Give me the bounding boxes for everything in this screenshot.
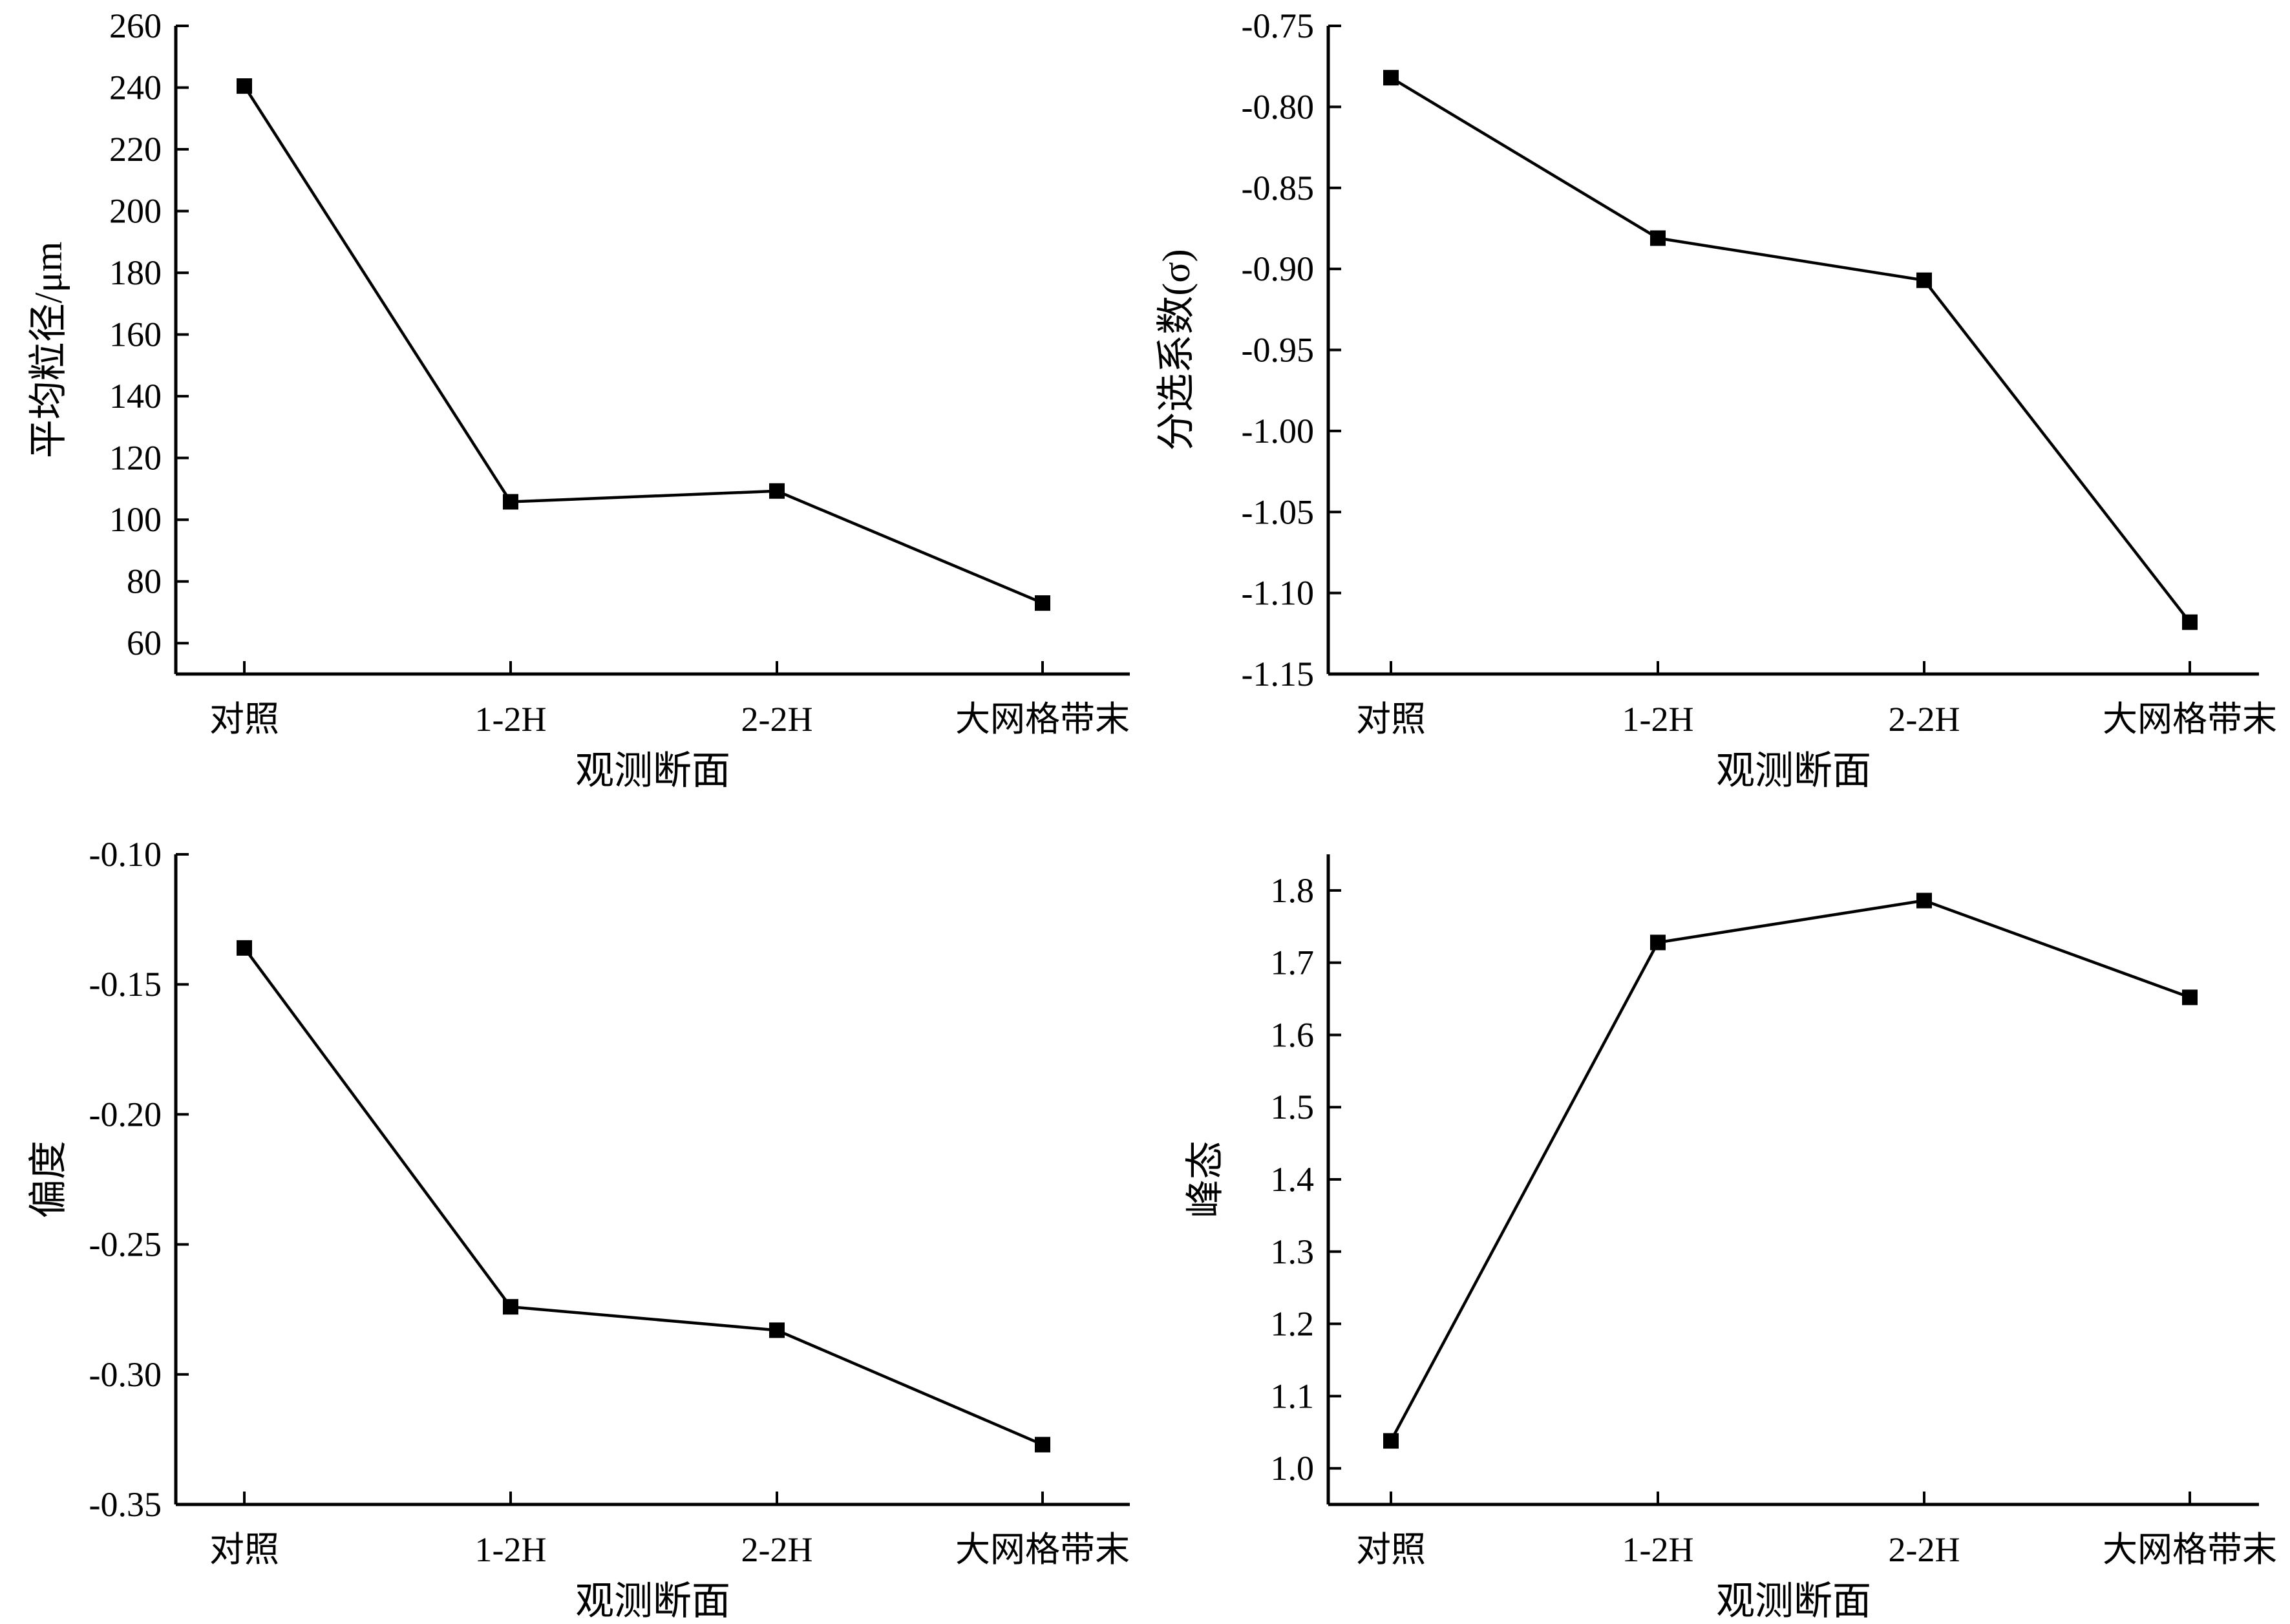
y-tick-label: -0.20 xyxy=(89,1095,162,1134)
x-tick-label: 对照 xyxy=(209,1530,279,1569)
x-tick-label: 2-2H xyxy=(1889,700,1960,739)
y-tick-label: 140 xyxy=(109,377,162,416)
y-tick-label: 160 xyxy=(109,315,162,354)
series-line xyxy=(243,947,1043,1446)
y-tick-label: 100 xyxy=(109,500,162,539)
y-tick-label: -0.85 xyxy=(1242,169,1314,207)
data-point-marker xyxy=(2182,614,2198,630)
y-tick-label: 260 xyxy=(109,6,162,45)
y-tick-label: 1.4 xyxy=(1271,1160,1315,1199)
series-line xyxy=(243,85,1043,605)
data-point-marker xyxy=(769,483,785,499)
y-tick-label: -1.00 xyxy=(1242,412,1314,450)
y-tick-label: 1.2 xyxy=(1271,1305,1315,1344)
data-point-marker xyxy=(1916,892,1932,909)
y-tick-label: 1.7 xyxy=(1271,944,1315,982)
x-axis-title: 观测断面 xyxy=(575,1580,730,1623)
x-tick-label: 2-2H xyxy=(1889,1530,1960,1569)
x-tick-label: 大网格带末 xyxy=(955,1530,1130,1569)
x-tick-label: 大网格带末 xyxy=(2103,1530,2277,1569)
chart-panel-sorting-coefficient: -1.15 -1.10 -1.05 -1.00 -0.95 -0.90 -0.85 -0.80… xyxy=(1155,6,2277,792)
chart-panel-skewness: -0.35 -0.30 -0.25 -0.20 -0.15 -0.10 对照 1-2H 2-2H… xyxy=(27,835,1130,1623)
y-tick-label: 1.5 xyxy=(1271,1088,1315,1126)
y-tick-label: 200 xyxy=(109,192,162,231)
y-axis-title: 偏度 xyxy=(27,1141,70,1218)
x-axis-title: 观测断面 xyxy=(575,750,730,792)
x-tick-label: 1-2H xyxy=(475,700,547,739)
y-tick-label: -0.95 xyxy=(1242,331,1314,370)
y-tick-label: 1.3 xyxy=(1271,1232,1315,1271)
y-tick-label: 1.6 xyxy=(1271,1015,1315,1054)
y-tick-label: 60 xyxy=(127,624,162,662)
x-tick-label: 1-2H xyxy=(475,1530,547,1569)
data-point-marker xyxy=(1383,70,1399,86)
series-line xyxy=(1390,899,2190,1442)
data-point-marker xyxy=(503,1299,518,1315)
x-tick-label: 大网格带末 xyxy=(955,700,1130,739)
data-point-marker xyxy=(503,494,518,510)
x-axis-title: 观测断面 xyxy=(1716,750,1871,792)
y-tick-label: 240 xyxy=(109,69,162,107)
x-tick-label: 对照 xyxy=(209,700,279,739)
x-tick-label: 对照 xyxy=(1356,700,1426,739)
y-axis-title: 平均粒径/μm xyxy=(27,242,70,459)
y-tick-label: -0.25 xyxy=(89,1225,162,1264)
x-tick-label: 1-2H xyxy=(1622,1530,1694,1569)
x-tick-label: 大网格带末 xyxy=(2103,700,2277,739)
data-point-marker xyxy=(2182,989,2198,1006)
data-point-marker xyxy=(237,78,252,94)
x-tick-label: 对照 xyxy=(1356,1530,1426,1569)
data-point-marker xyxy=(769,1322,785,1338)
y-tick-label: -0.90 xyxy=(1242,249,1314,288)
y-tick-label: 1.0 xyxy=(1271,1449,1315,1488)
y-tick-label: -0.80 xyxy=(1242,87,1314,126)
y-tick-label: -0.75 xyxy=(1242,6,1314,45)
x-tick-label: 1-2H xyxy=(1622,700,1694,739)
y-tick-label: 120 xyxy=(109,439,162,478)
x-axis-title: 观测断面 xyxy=(1716,1580,1871,1623)
chart-panel-kurtosis: 1.0 1.1 1.2 1.3 1.4 1.5 1.6 1.7 1.8 对照 1-2H 2-2H 大网格… xyxy=(1184,854,2277,1623)
x-tick-label: 2-2H xyxy=(741,1530,813,1569)
data-point-marker xyxy=(1035,595,1050,611)
data-point-marker xyxy=(237,940,252,956)
y-axis-title: 分选系数(σ) xyxy=(1155,249,1198,450)
y-tick-label: -1.15 xyxy=(1242,655,1314,693)
data-point-marker xyxy=(1650,230,1666,246)
x-tick-label: 2-2H xyxy=(741,700,813,739)
y-tick-label: 1.8 xyxy=(1271,871,1315,910)
y-tick-label: -0.10 xyxy=(89,835,162,874)
series-line xyxy=(1390,76,2191,624)
data-point-marker xyxy=(1916,272,1932,288)
y-tick-label: 180 xyxy=(109,253,162,292)
y-tick-label: 80 xyxy=(127,562,162,601)
data-point-marker xyxy=(1383,1433,1399,1449)
data-point-marker xyxy=(1035,1437,1050,1453)
y-tick-label: -0.35 xyxy=(89,1485,162,1524)
y-tick-label: -1.05 xyxy=(1242,492,1314,531)
y-tick-label: -1.10 xyxy=(1242,574,1314,613)
y-tick-label: -0.15 xyxy=(89,965,162,1004)
y-tick-label: -0.30 xyxy=(89,1355,162,1394)
chart-panel-mean-grain-size: 60 80 100 120 140 160 180 200 220 240 260 对照 1-2H 2-2… xyxy=(27,6,1130,792)
y-tick-label: 220 xyxy=(109,130,162,169)
y-tick-label: 1.1 xyxy=(1271,1376,1315,1415)
data-point-marker xyxy=(1650,934,1666,951)
y-axis-title: 峰态 xyxy=(1184,1141,1227,1218)
